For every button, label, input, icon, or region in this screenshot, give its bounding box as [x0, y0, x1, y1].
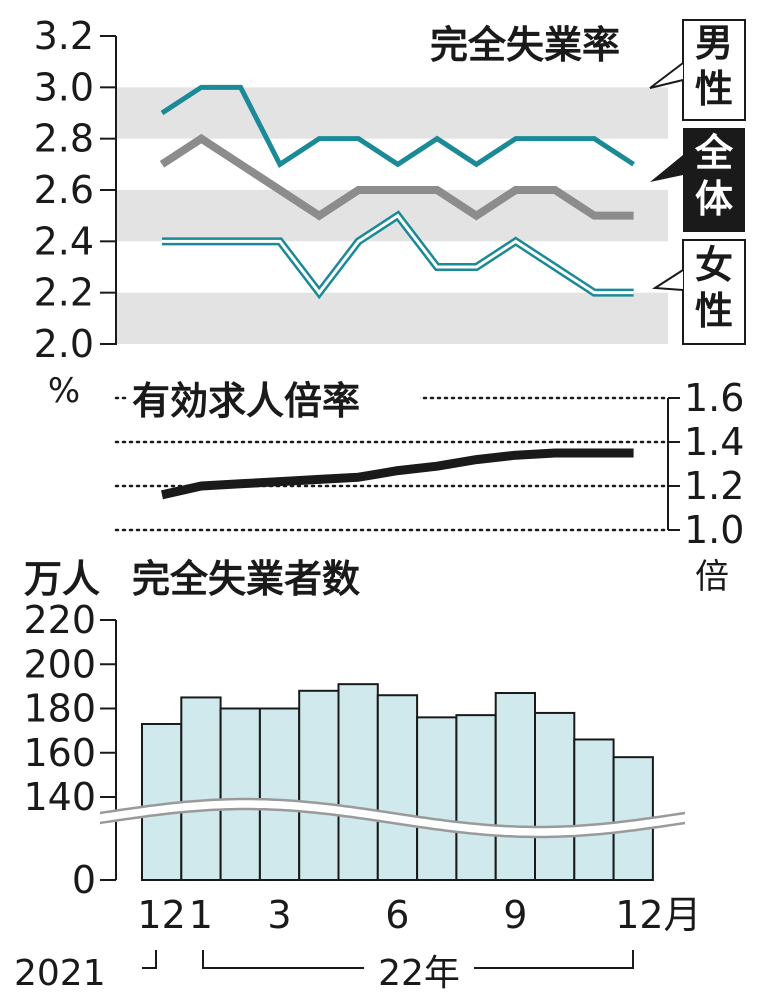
x-tick-label: 6 [385, 893, 409, 937]
ratio-tick-label: 1.6 [684, 376, 744, 420]
rate-tick-label: 2.4 [34, 219, 94, 263]
legend-total-pointer [650, 155, 683, 182]
ratio-tick-label: 1.4 [684, 420, 744, 464]
bar [455, 714, 497, 882]
bar [298, 689, 340, 881]
ratio-line [161, 448, 634, 500]
legend-female-label: 女性 [695, 243, 733, 333]
series-line-total [159, 133, 634, 221]
legend-female: 女性 [651, 239, 746, 345]
rate-tick-label: 2.0 [34, 322, 94, 366]
legend-male-label: 男性 [695, 21, 733, 111]
rate-tick-label: 2.8 [34, 117, 94, 161]
unemployed-unit-label: 万人 [24, 557, 100, 601]
ratio-unit-label: 倍 [695, 557, 729, 597]
x-tick-label: 12 [137, 893, 185, 937]
unemployment-rate-title: 完全失業率 [430, 23, 620, 67]
bar [180, 696, 222, 881]
unemployed-persons-title: 完全失業者数 [132, 557, 360, 601]
bar-tick-label: 180 [23, 687, 96, 731]
rate-band-0 [116, 292, 668, 344]
legend-total: 全体 [650, 128, 745, 232]
bar-tick-label: 160 [23, 731, 96, 775]
ratio-tick-label: 1.0 [684, 508, 744, 552]
bar-tick-label: 0 [72, 858, 96, 902]
x-tick-label: 1 [189, 893, 213, 937]
legend-male: 男性 [649, 19, 746, 121]
legend-char: 全 [694, 131, 734, 175]
legend-total-label: 全体 [694, 131, 734, 221]
legend-male-pointer [649, 62, 684, 89]
bar-tick-label: 200 [23, 642, 96, 686]
legend-char: 男 [695, 21, 733, 65]
legend-female-pointer [651, 269, 684, 291]
rate-tick-label: 2.6 [34, 168, 94, 212]
rate-series [159, 84, 635, 300]
rate-tick-label: 2.2 [34, 271, 94, 315]
bar-tick-label: 140 [23, 775, 96, 819]
rate-band-2 [116, 87, 668, 139]
axis-break [99, 797, 686, 839]
x-tick-label: 9 [503, 893, 527, 937]
job-openings-ratio-title: 有効求人倍率 [132, 379, 360, 423]
ratio-tick-label: 1.2 [684, 464, 744, 508]
legend-total-box [683, 128, 745, 232]
rate-tick-label: 3.2 [34, 14, 94, 58]
bar-series [141, 683, 654, 882]
legend-char: 女 [695, 243, 733, 287]
axis-break-gap [99, 798, 686, 838]
legend-char: 性 [695, 289, 733, 333]
legend-char: 性 [695, 67, 733, 111]
bar [376, 694, 419, 881]
bar [494, 692, 537, 882]
bar [337, 683, 379, 881]
x-tick-label: 12月 [615, 893, 701, 937]
legend-male-box [682, 19, 746, 121]
bar [534, 711, 576, 881]
bar [219, 707, 261, 881]
axis-break-line-upper [99, 797, 686, 829]
bar [573, 738, 615, 881]
x-tick-labels: 12 1 3 6 9 12月 [137, 893, 701, 937]
rate-tick-label: 3.0 [34, 65, 94, 109]
year-22-label: 22年 [378, 953, 460, 994]
bar-tick-label: 220 [23, 598, 96, 642]
ratio-title-backdrop [128, 378, 420, 424]
year-2021-bracket [142, 950, 157, 969]
rate-unit-label: % [48, 371, 80, 411]
axis-break-line-lower [99, 807, 686, 839]
series-line-male [160, 84, 635, 168]
ratio-y-ticks: 1.61.41.21.0 [668, 376, 744, 552]
x-tick-label: 3 [267, 893, 291, 937]
year-2021-label: 2021 [14, 953, 106, 994]
legend-female-box [682, 239, 746, 345]
ratio-series [161, 448, 634, 500]
bar [416, 716, 458, 881]
legend-char: 体 [695, 177, 733, 221]
year-22-bracket-right [474, 950, 634, 969]
rate-y-ticks: 3.2 3.0 2.8 2.6 2.4 2.2 2.0 [34, 14, 116, 366]
year-22-bracket-left [202, 950, 364, 969]
bar [258, 707, 301, 881]
series-line-female-inner [162, 213, 634, 296]
year-brackets: 2021 22年 [14, 950, 634, 994]
